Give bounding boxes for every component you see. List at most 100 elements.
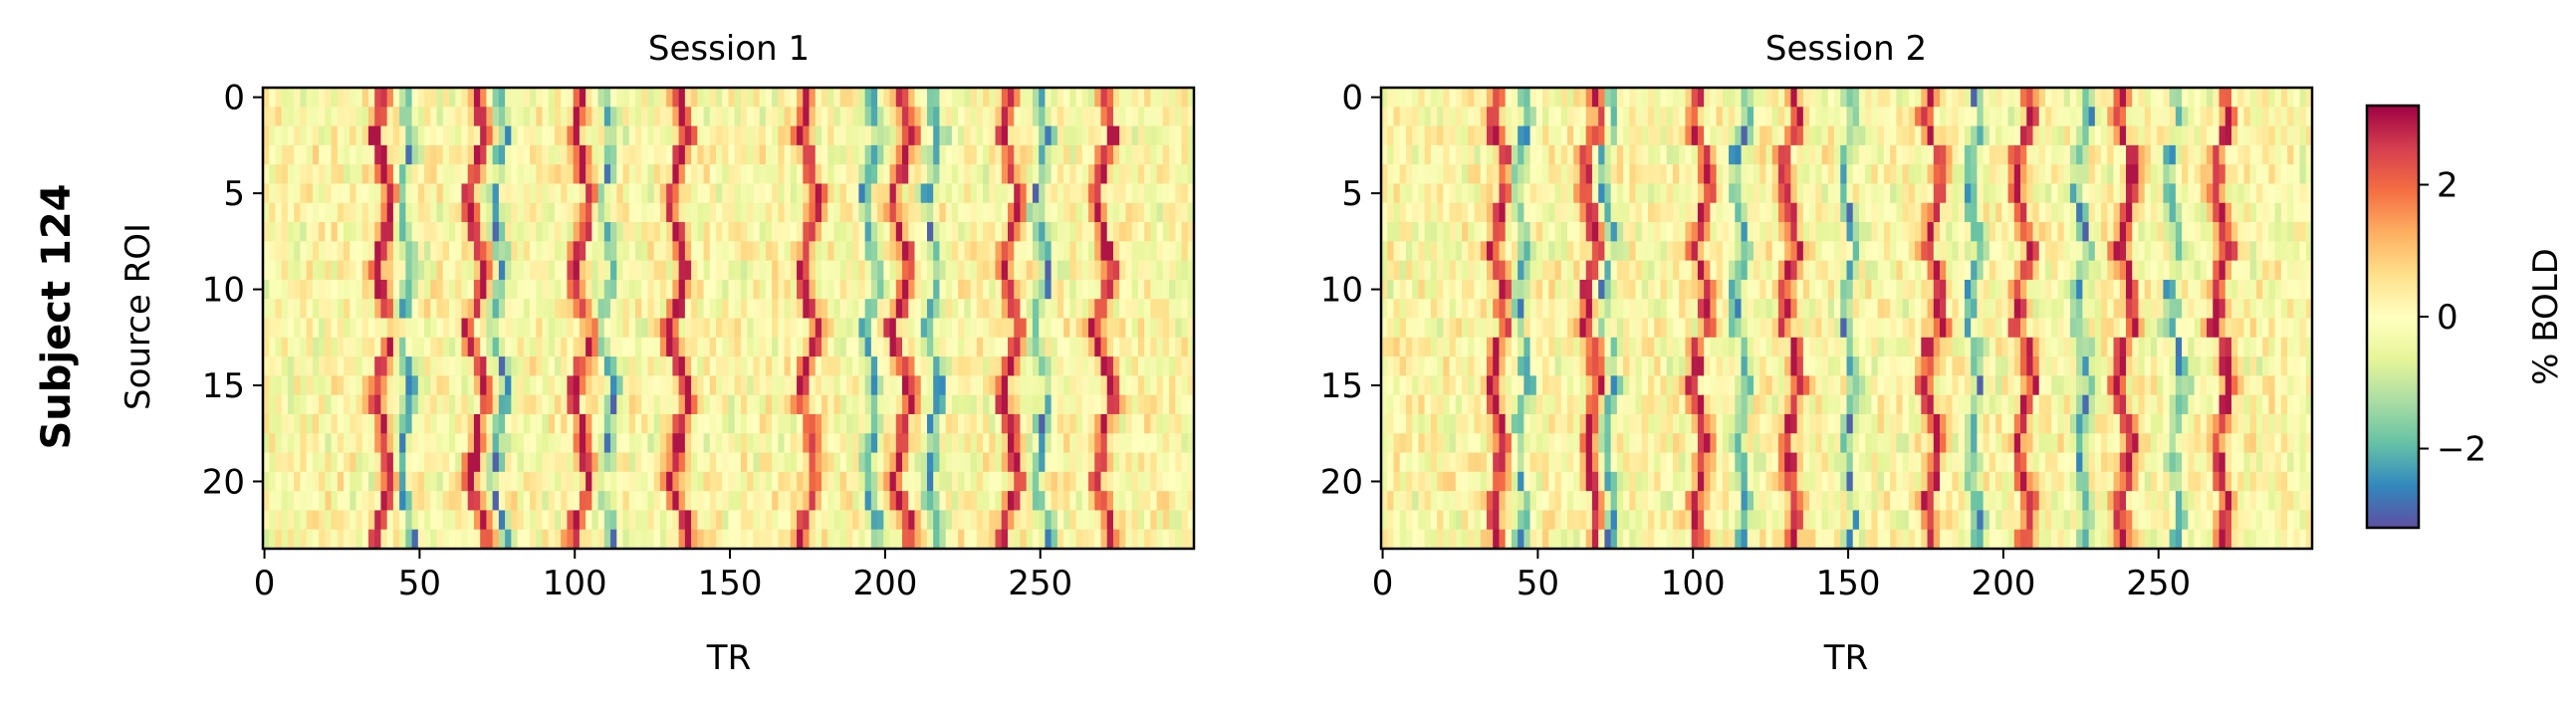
heatmap-cell	[1069, 279, 1077, 300]
heatmap-cell	[1691, 202, 1699, 223]
heatmap-cell	[1437, 88, 1444, 108]
heatmap-cell	[1697, 183, 1705, 204]
heatmap-cell	[269, 529, 277, 550]
heatmap-cell	[772, 318, 779, 339]
heatmap-cell	[319, 241, 326, 262]
heatmap-cell	[2082, 88, 2090, 108]
heatmap-cell	[498, 125, 506, 146]
heatmap-cell	[926, 241, 934, 262]
heatmap-cell	[778, 222, 786, 242]
heatmap-cell	[1075, 88, 1083, 108]
heatmap-cell	[2132, 125, 2140, 146]
heatmap-cell	[709, 183, 717, 204]
heatmap-cell	[591, 125, 599, 146]
heatmap-cell	[2157, 222, 2164, 242]
heatmap-cell	[958, 491, 965, 512]
heatmap-cell	[1852, 183, 1860, 204]
heatmap-cell	[1654, 107, 1662, 127]
heatmap-cell	[821, 510, 828, 531]
x-axis-label: TR	[706, 638, 751, 678]
heatmap-cell	[2182, 183, 2189, 204]
heatmap-cell	[467, 88, 475, 108]
heatmap-cell	[536, 356, 544, 376]
heatmap-cell	[1685, 88, 1693, 108]
heatmap-cell	[467, 299, 475, 320]
heatmap-cell	[933, 183, 941, 204]
heatmap-cell	[1051, 529, 1058, 550]
heatmap-cell	[1560, 107, 1568, 127]
heatmap-cell	[716, 510, 723, 531]
heatmap-cell	[455, 318, 463, 339]
heatmap-cell	[908, 318, 916, 339]
heatmap-cell	[263, 183, 270, 204]
heatmap-cell	[821, 337, 828, 357]
heatmap-cell	[1032, 107, 1040, 127]
heatmap-cell	[2169, 241, 2177, 262]
heatmap-cell	[2038, 125, 2046, 146]
heatmap-cell	[1039, 279, 1046, 300]
heatmap-cell	[1131, 491, 1139, 512]
heatmap-cell	[2299, 183, 2307, 204]
heatmap-cell	[1069, 510, 1077, 531]
heatmap-cell	[976, 433, 984, 454]
heatmap-cell	[492, 107, 500, 127]
heatmap-cell	[2280, 241, 2288, 262]
heatmap-cell	[1777, 222, 1785, 242]
heatmap-cell	[983, 529, 990, 550]
heatmap-cell	[2255, 88, 2263, 108]
heatmap-cell	[1759, 88, 1767, 108]
heatmap-cell	[883, 529, 891, 550]
heatmap-cell	[461, 125, 469, 146]
heatmap-cell	[269, 222, 277, 242]
heatmap-cell	[678, 299, 686, 320]
heatmap-cell	[337, 529, 345, 550]
heatmap-cell	[976, 125, 984, 146]
heatmap-cell	[852, 491, 859, 512]
heatmap-cell	[1088, 222, 1095, 242]
heatmap-cell	[461, 222, 469, 242]
heatmap-cell	[703, 375, 711, 396]
heatmap-cell	[1051, 88, 1058, 108]
heatmap-cell	[1865, 107, 1873, 127]
heatmap-cell	[1081, 222, 1089, 242]
heatmap-cell	[833, 471, 841, 492]
heatmap-cell	[709, 337, 717, 357]
heatmap-cell	[995, 413, 1003, 434]
heatmap-cell	[344, 222, 351, 242]
heatmap-cell	[1181, 183, 1189, 204]
heatmap-cell	[2094, 144, 2102, 165]
heatmap-cell	[367, 164, 375, 185]
heatmap-cell	[325, 241, 333, 262]
heatmap-cell	[772, 491, 779, 512]
heatmap-cell	[784, 144, 792, 165]
heatmap-cell	[1741, 144, 1749, 165]
heatmap-cell	[1635, 88, 1643, 108]
heatmap-cell	[964, 299, 972, 320]
heatmap-cell	[367, 471, 375, 492]
heatmap-cell	[337, 356, 345, 376]
heatmap-cell	[449, 222, 456, 242]
heatmap-cell	[1915, 88, 1922, 108]
heatmap-cell	[995, 491, 1003, 512]
heatmap-cell	[2255, 241, 2263, 262]
heatmap-cell	[1685, 183, 1693, 204]
heatmap-cell	[647, 491, 655, 512]
heatmap-cell	[1069, 164, 1077, 185]
heatmap-cell	[306, 299, 314, 320]
heatmap-cell	[492, 144, 500, 165]
heatmap-cell	[1802, 241, 1810, 262]
heatmap-cell	[461, 337, 469, 357]
heatmap-cell	[1877, 202, 1885, 223]
heatmap-cell	[405, 144, 413, 165]
heatmap-cell	[374, 375, 382, 396]
heatmap-cell	[772, 241, 779, 262]
heatmap-cell	[1902, 241, 1910, 262]
heatmap-cell	[920, 413, 928, 434]
heatmap-cell	[697, 164, 705, 185]
heatmap-cell	[778, 337, 786, 357]
heatmap-cell	[1008, 491, 1015, 512]
heatmap-cell	[734, 510, 742, 531]
heatmap-cell	[672, 125, 680, 146]
heatmap-cell	[1075, 164, 1083, 185]
heatmap-cell	[312, 125, 320, 146]
